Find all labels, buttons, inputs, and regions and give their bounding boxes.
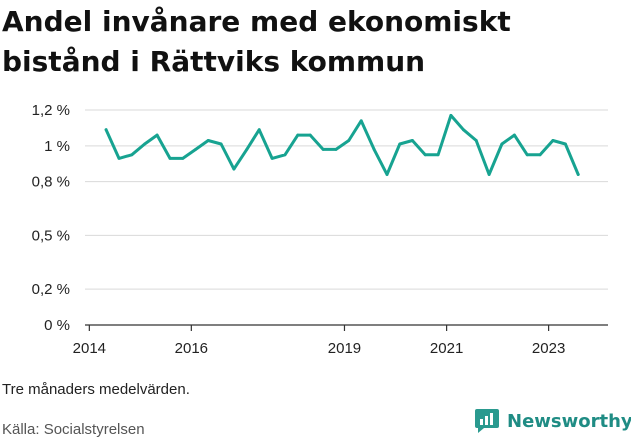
data-point: [461, 128, 465, 132]
data-point: [385, 173, 389, 176]
data-point: [245, 148, 249, 151]
data-point: [130, 153, 134, 157]
data-point: [551, 139, 555, 142]
series-line: [104, 113, 580, 176]
data-point: [474, 139, 478, 142]
data-point: [347, 139, 351, 142]
series-layer: [104, 113, 580, 176]
data-point: [538, 153, 542, 157]
data-point: [423, 153, 427, 157]
data-point: [500, 142, 504, 146]
data-point: [308, 133, 312, 137]
data-point: [321, 148, 325, 151]
data-point: [168, 156, 172, 160]
x-tick-label: 2019: [328, 340, 361, 357]
data-point: [487, 173, 491, 176]
y-axis-ticks: 0 % 0,2 % 0,5 % 0,8 % 1 % 1,2 %: [32, 102, 70, 334]
data-point: [117, 156, 121, 160]
data-point: [372, 148, 376, 151]
gridlines: [85, 109, 608, 290]
data-point: [296, 133, 300, 137]
y-tick-label: 0,5 %: [32, 227, 70, 244]
data-point: [206, 139, 210, 142]
y-tick-label: 0,2 %: [32, 281, 70, 298]
data-point: [194, 148, 198, 151]
chart-note: Tre månaders medelvärden.: [2, 381, 190, 398]
data-point: [334, 148, 338, 151]
data-point: [104, 128, 108, 132]
data-point: [143, 142, 147, 146]
data-point: [525, 153, 529, 157]
line-chart: 0 %0,2 %0,5 %0,8 %1 %1,2 % 2014 2016 2019 2…: [32, 102, 608, 357]
chart-title: Andel invånare med ekonomiskt bistånd i …: [2, 5, 511, 78]
data-point: [576, 173, 580, 176]
data-point: [512, 133, 516, 137]
data-point: [410, 139, 414, 142]
newsworthy-logo[interactable]: Newsworthy: [474, 408, 631, 434]
data-point: [359, 119, 363, 123]
y-tick-label: 1,2 %: [32, 102, 70, 119]
data-point: [232, 167, 236, 171]
data-point: [398, 142, 402, 146]
data-point: [270, 156, 274, 160]
data-point: [155, 133, 159, 137]
data-point: [436, 153, 440, 157]
y-tick-label: 0 %: [44, 317, 70, 334]
data-point: [219, 142, 223, 146]
source-text: Källa: Socialstyrelsen: [2, 421, 145, 438]
data-point: [257, 128, 261, 132]
x-tick-label: 2016: [175, 340, 208, 357]
x-tick-label: 2023: [532, 340, 565, 357]
newsworthy-logo-icon: [475, 409, 499, 433]
data-point: [181, 156, 185, 160]
x-axis: 2014 2016 2019 2021 2023: [73, 324, 608, 357]
newsworthy-logo-text: Newsworthy: [507, 410, 631, 432]
x-tick-label: 2014: [73, 340, 106, 357]
data-point: [563, 142, 567, 146]
data-point: [449, 113, 453, 117]
data-point: [283, 153, 287, 157]
y-tick-label: 1 %: [44, 138, 70, 155]
x-tick-label: 2021: [430, 340, 463, 357]
y-tick-label: 0,8 %: [32, 174, 70, 191]
